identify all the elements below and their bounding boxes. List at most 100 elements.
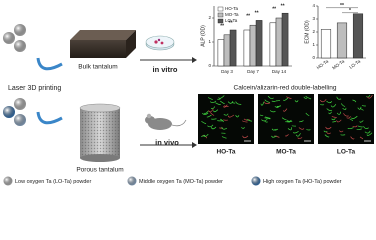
fluorescence-image (198, 94, 254, 144)
image-label: HO-Ta (216, 149, 235, 156)
significance: * (349, 8, 351, 14)
fluorescence-signal (227, 101, 234, 104)
fluorescence-signal (203, 110, 209, 114)
fluorescence-signal (220, 100, 225, 104)
fluorescence-signal (361, 105, 366, 107)
fluorescence-signal (221, 126, 228, 130)
bar (352, 13, 364, 59)
x-tick-label: HO-Ta (316, 58, 330, 70)
fluorescence-signal (246, 119, 252, 122)
fluorescence-signal (203, 133, 209, 137)
fluorescence-signal (222, 104, 228, 108)
fluorescence-signal (330, 103, 337, 108)
fluorescence-signal (264, 99, 270, 103)
image-label: LO-Ta (337, 149, 356, 156)
fluorescence-signal (295, 133, 301, 137)
fluorescence-signal (227, 114, 235, 118)
fluorescence-signal (264, 101, 271, 104)
fluorescence-signal (202, 112, 209, 115)
legend-label: High oxygen Ta (HO-Ta) powder (263, 179, 342, 185)
fluorescence-signal (292, 130, 299, 134)
fluorescence-signal (343, 113, 349, 117)
y-tick-label: 1 (312, 42, 315, 47)
fluorescence-signal (243, 118, 250, 121)
bar (281, 12, 289, 67)
x-tick-label: MO-Ta (331, 58, 345, 70)
fluorescence-signal (363, 126, 369, 129)
fluorescence-signal (340, 103, 346, 107)
fluorescence-signal (286, 119, 293, 122)
y-axis-label: ALP (OD) (200, 25, 206, 47)
significance: ** (255, 11, 259, 17)
fluorescence-signal (223, 113, 229, 116)
fluorescence-signal (286, 96, 292, 99)
fluorescence-signal (336, 119, 342, 123)
fluorescence-signal (213, 109, 219, 113)
fluorescence-signal (267, 95, 274, 100)
legend-swatch (217, 6, 224, 12)
fluorescence-signal (352, 99, 357, 103)
laser-label: Laser 3D printing (8, 85, 61, 92)
bar (269, 22, 277, 67)
bar (217, 39, 225, 67)
bar (336, 22, 348, 59)
bar (229, 29, 237, 67)
fluorescence-signal (325, 126, 332, 130)
fluorescence-signal (210, 126, 217, 130)
significance: ** (272, 7, 276, 13)
porous-label: Porous tantalum (76, 167, 123, 174)
fluorescence-signal (298, 127, 305, 130)
legend-shade (3, 176, 13, 186)
legend-shade (251, 176, 261, 186)
fluorescence-signal (264, 120, 268, 123)
fluorescence-signal (271, 128, 277, 131)
fluorescence-signal (286, 119, 292, 123)
petri-dish (145, 35, 175, 51)
significance: ** (229, 20, 233, 26)
fluorescence-signal (201, 134, 206, 137)
fluorescence-signal (271, 135, 277, 138)
fluorescence-signal (287, 120, 292, 123)
labelling-title: Calcein/alizarin-red double-labelling (234, 85, 337, 92)
fluorescence-signal (275, 99, 281, 102)
significance: ** (340, 3, 344, 9)
fluorescence-signal (287, 127, 293, 131)
y-tick-label: 0 (312, 55, 315, 60)
fluorescence-signal (319, 99, 327, 103)
fluorescence-signal (223, 119, 228, 121)
powder-shade (14, 114, 26, 126)
fluorescence-image (258, 94, 314, 144)
fluorescence-signal (274, 105, 279, 108)
legend-swatch (217, 18, 224, 24)
fluorescence-signal (347, 127, 354, 129)
fluorescence-signal (273, 128, 279, 131)
legend-swatch (217, 12, 224, 18)
fluorescence-signal (331, 117, 336, 121)
legend-label: Middle oxygen Ta (MO-Ta) powder (139, 179, 223, 185)
graphical-abstract: Bulk tantalum in vitro Laser 3D printing… (3, 3, 374, 186)
fluorescence-signal (328, 111, 332, 115)
powder-shade (14, 40, 26, 52)
fluorescence-signal (260, 101, 265, 106)
fluorescence-signal (339, 130, 344, 133)
bar (320, 29, 332, 59)
curved-arrow (36, 111, 63, 125)
image-label: MO-Ta (276, 149, 296, 156)
bulk-label: Bulk tantalum (78, 64, 117, 71)
y-tick-label: 0 (208, 63, 211, 68)
powder-shade (3, 32, 15, 44)
fluorescence-signal (221, 136, 227, 139)
fluorescence-signal (218, 95, 225, 99)
fluorescence-signal (351, 115, 358, 120)
fluorescence-signal (349, 118, 354, 122)
y-tick-label: 4 (312, 3, 315, 8)
legend-label: MO-Ta (225, 12, 239, 17)
fluorescence-signal (219, 118, 224, 123)
fluorescence-signal (360, 107, 364, 111)
y-tick-label: 3 (312, 16, 315, 21)
x-tick-label: Day 14 (272, 69, 287, 74)
bar (275, 17, 283, 67)
fluorescence-signal (207, 97, 213, 101)
fluorescence-signal (235, 101, 242, 105)
fluorescence-signal (332, 121, 337, 123)
